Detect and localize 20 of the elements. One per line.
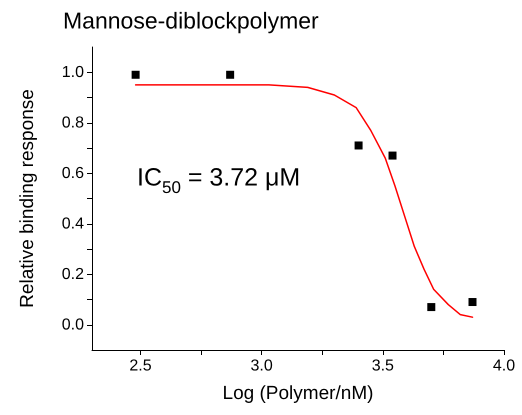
point bbox=[427, 303, 436, 312]
y-tick-label: 1.0 bbox=[62, 64, 84, 81]
y-tick-label: 0.4 bbox=[62, 215, 84, 232]
x-tick-label: 4.0 bbox=[492, 358, 516, 374]
y-tick-label: 0.8 bbox=[62, 114, 84, 132]
line-series bbox=[134, 84, 474, 318]
y-tick-label: 0.0 bbox=[62, 316, 84, 334]
point bbox=[468, 298, 476, 306]
x-tick-label: 3.0 bbox=[250, 358, 273, 374]
point bbox=[388, 152, 397, 160]
chart-title: Mannose-diblockpolymer bbox=[63, 8, 320, 34]
y-tick-label: 0.2 bbox=[62, 266, 84, 283]
point bbox=[226, 70, 234, 79]
y-axis-title: Relative binding response bbox=[17, 89, 38, 308]
x-tick-label: 3.5 bbox=[372, 358, 394, 374]
point bbox=[132, 70, 140, 79]
y-tick-label: 0.6 bbox=[62, 164, 84, 182]
x-tick-label: 2.5 bbox=[129, 358, 152, 374]
x-axis-title: Log (Polymer/nM) bbox=[222, 383, 374, 404]
point bbox=[354, 141, 363, 150]
